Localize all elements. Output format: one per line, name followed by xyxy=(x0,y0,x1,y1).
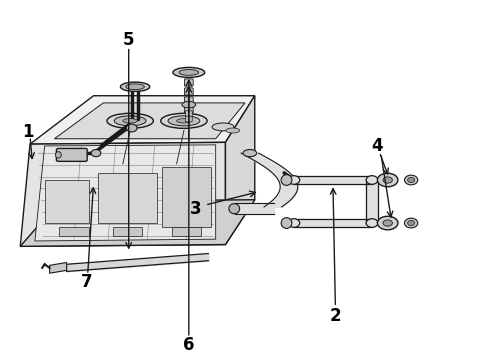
Polygon shape xyxy=(172,226,201,235)
Polygon shape xyxy=(49,262,67,273)
Ellipse shape xyxy=(383,220,392,226)
Text: 1: 1 xyxy=(22,123,33,141)
Polygon shape xyxy=(30,96,255,144)
Text: 6: 6 xyxy=(183,336,195,354)
Polygon shape xyxy=(59,226,89,235)
FancyBboxPatch shape xyxy=(184,88,193,95)
Ellipse shape xyxy=(179,69,198,75)
Text: 2: 2 xyxy=(330,307,341,325)
Ellipse shape xyxy=(243,149,257,157)
Ellipse shape xyxy=(404,175,418,185)
Ellipse shape xyxy=(212,123,234,131)
Polygon shape xyxy=(162,167,211,226)
FancyBboxPatch shape xyxy=(184,79,193,86)
Text: 7: 7 xyxy=(80,273,92,291)
Ellipse shape xyxy=(377,173,398,187)
Ellipse shape xyxy=(408,177,415,183)
Ellipse shape xyxy=(161,113,207,129)
Ellipse shape xyxy=(288,176,300,184)
Ellipse shape xyxy=(121,82,150,91)
Text: 5: 5 xyxy=(123,31,134,49)
Ellipse shape xyxy=(123,119,138,123)
Ellipse shape xyxy=(281,218,292,228)
Ellipse shape xyxy=(383,177,392,183)
Ellipse shape xyxy=(55,152,61,158)
Polygon shape xyxy=(35,145,216,241)
Polygon shape xyxy=(45,180,89,223)
Polygon shape xyxy=(54,103,245,139)
Polygon shape xyxy=(98,173,157,223)
Ellipse shape xyxy=(226,128,240,133)
FancyBboxPatch shape xyxy=(184,97,193,104)
Ellipse shape xyxy=(114,116,146,126)
Ellipse shape xyxy=(366,176,378,184)
Ellipse shape xyxy=(173,67,205,77)
Ellipse shape xyxy=(107,113,153,129)
Ellipse shape xyxy=(126,84,145,90)
Polygon shape xyxy=(20,200,255,246)
Ellipse shape xyxy=(377,216,398,230)
Ellipse shape xyxy=(366,219,378,227)
Ellipse shape xyxy=(176,119,191,123)
Polygon shape xyxy=(113,226,143,235)
Ellipse shape xyxy=(288,219,300,227)
Ellipse shape xyxy=(408,220,415,226)
FancyBboxPatch shape xyxy=(56,148,87,161)
Polygon shape xyxy=(20,142,225,246)
Ellipse shape xyxy=(168,116,200,126)
Ellipse shape xyxy=(404,218,418,228)
Polygon shape xyxy=(225,96,255,244)
Ellipse shape xyxy=(281,175,292,185)
Ellipse shape xyxy=(126,124,137,132)
Text: 4: 4 xyxy=(371,137,383,155)
Text: 3: 3 xyxy=(190,200,202,218)
FancyBboxPatch shape xyxy=(184,106,193,113)
FancyBboxPatch shape xyxy=(185,116,192,122)
Ellipse shape xyxy=(91,149,101,157)
FancyBboxPatch shape xyxy=(185,111,192,117)
Ellipse shape xyxy=(182,102,196,108)
Ellipse shape xyxy=(229,204,240,214)
